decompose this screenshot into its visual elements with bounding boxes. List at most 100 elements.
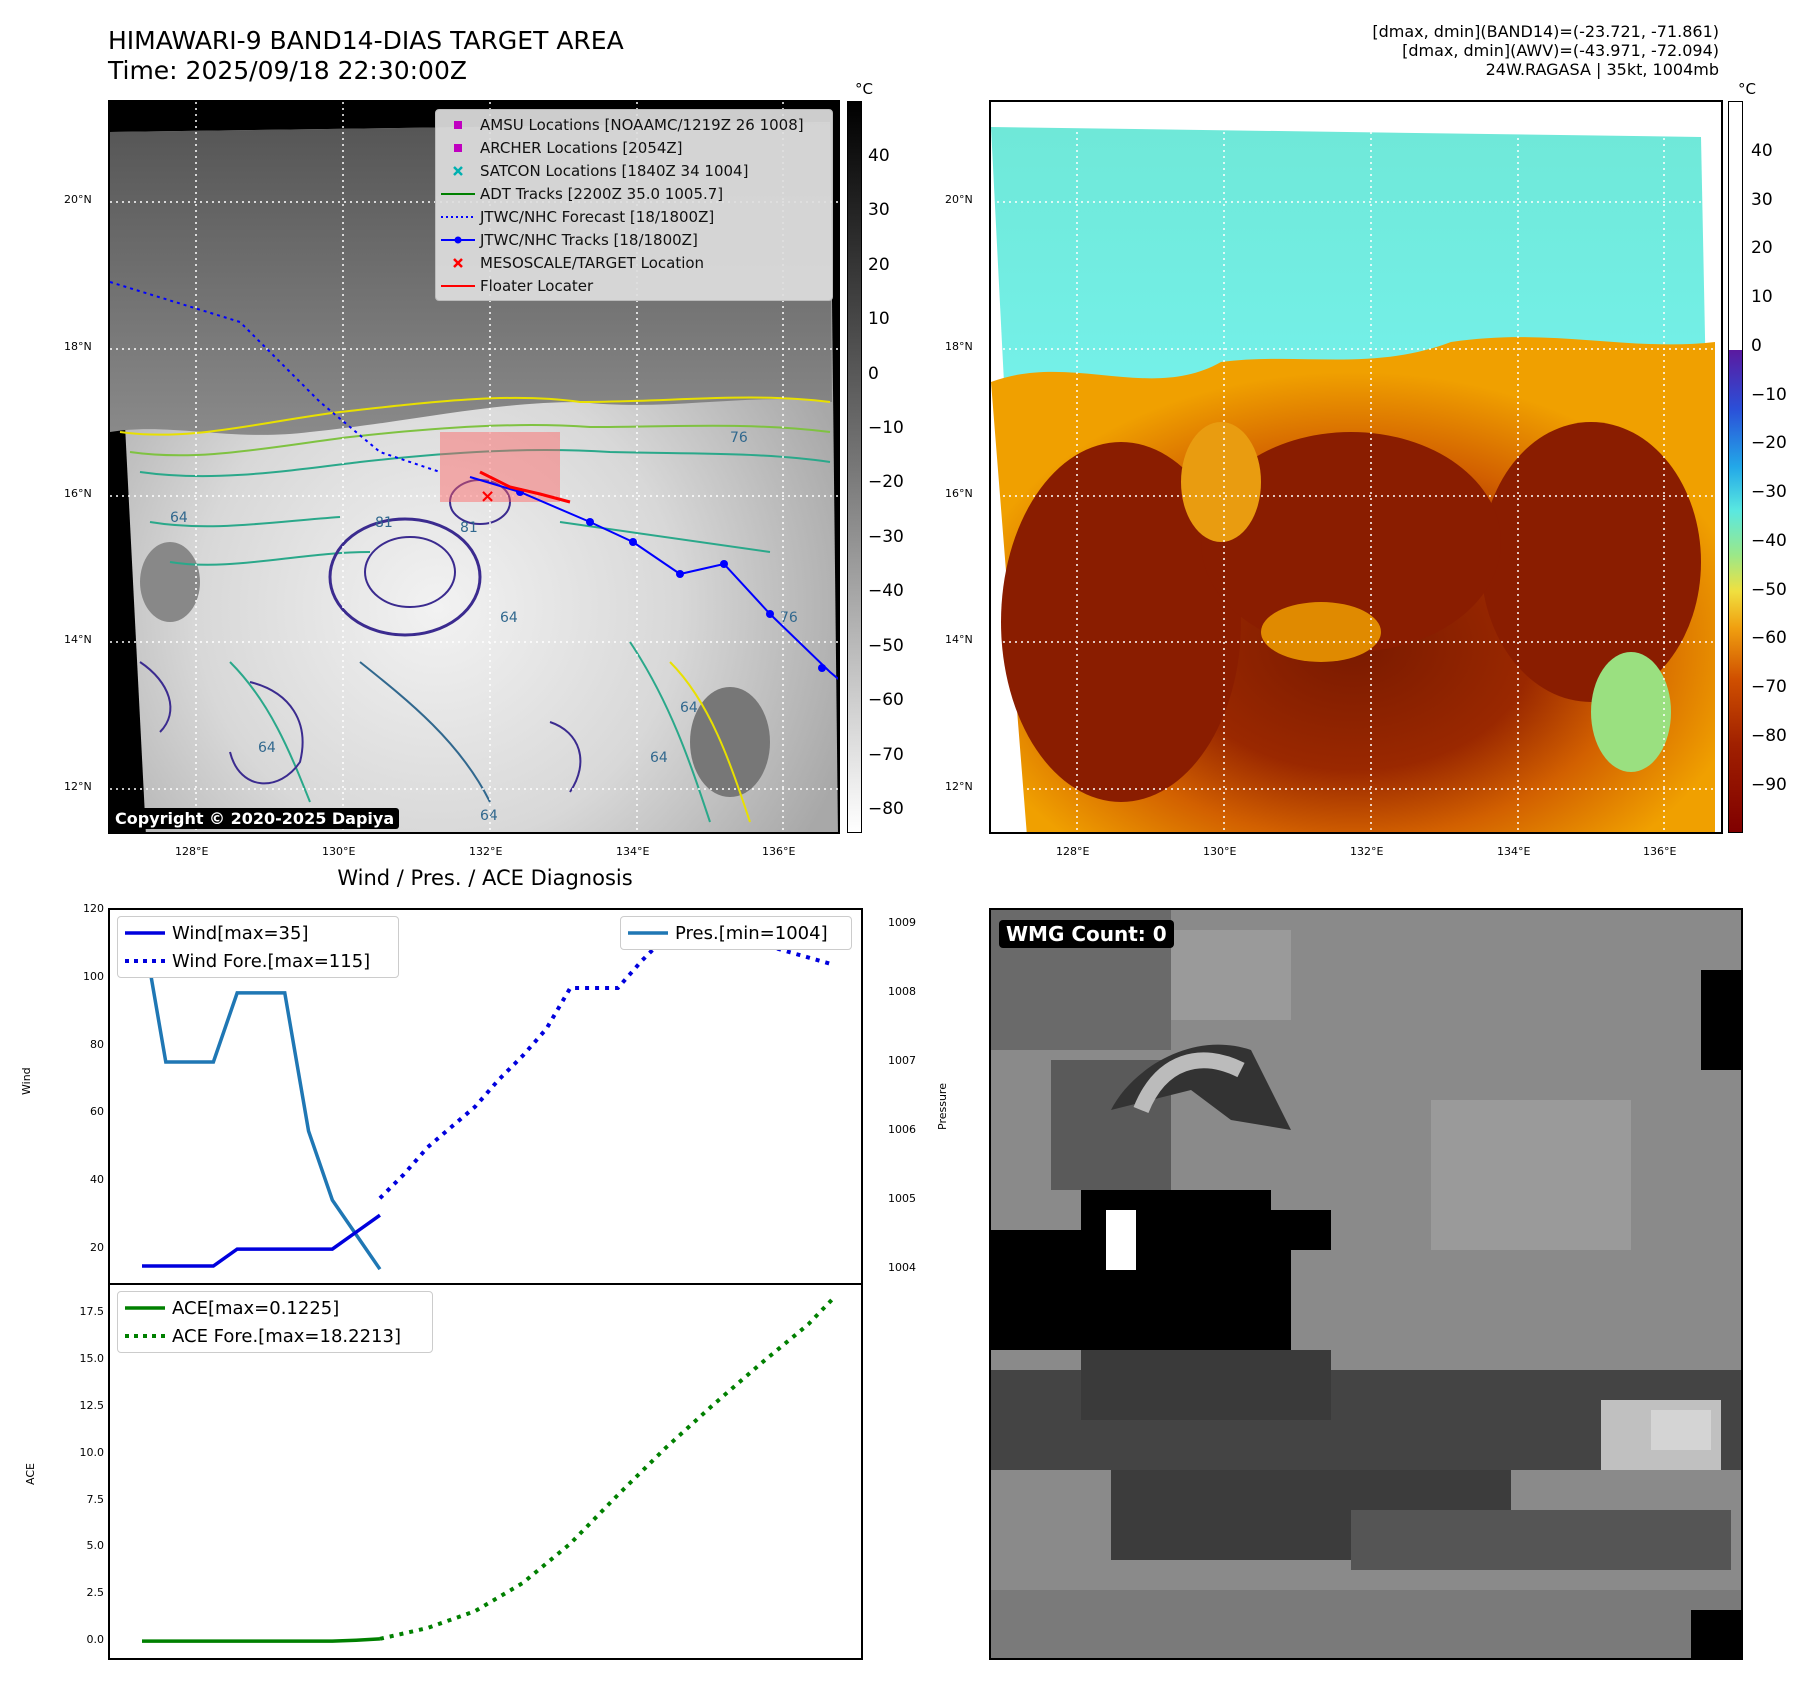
enhanced-ir-map-panel — [989, 100, 1723, 834]
ace-forecast-line — [379, 1298, 834, 1641]
lon-label: 134°E — [616, 845, 650, 858]
colorbar-tick: −60 — [1751, 628, 1787, 648]
colorbar-tick: 30 — [868, 200, 890, 220]
colorbar-tick: −60 — [868, 690, 904, 710]
colorbar-tick: −80 — [868, 799, 904, 819]
axis-tick-label: 0.0 — [86, 1633, 105, 1647]
contour-label: 64 — [170, 510, 188, 526]
contour-label: 64 — [258, 740, 276, 756]
contour-label: 81 — [460, 520, 478, 536]
wmg-count-badge: WMG Count: 0 — [999, 920, 1174, 948]
diagnosis-title: Wind / Pres. / ACE Diagnosis — [337, 866, 633, 890]
axis-tick-label: 7.5 — [86, 1492, 105, 1506]
axis-tick-label: 40 — [90, 1173, 104, 1187]
axis-tick-label: 120 — [83, 902, 104, 915]
page-title: HIMAWARI-9 BAND14-DIAS TARGET AREA Time:… — [108, 26, 624, 86]
axis-tick-label: 100 — [83, 969, 104, 983]
legend-item: JTWC/NHC Tracks [18/1800Z] — [436, 228, 832, 251]
title-line-2: Time: 2025/09/18 22:30:00Z — [108, 56, 467, 85]
lon-label: 130°E — [1203, 845, 1237, 858]
ace-line — [142, 1637, 381, 1643]
wind-axis-label: Wind — [20, 1067, 33, 1095]
colorbar-enhanced — [1728, 101, 1743, 833]
contour-label: 64 — [680, 700, 698, 716]
axis-tick-label: 1005 — [888, 1192, 916, 1206]
lon-label: 132°E — [1350, 845, 1384, 858]
axis-tick-label: 2.5 — [86, 1586, 105, 1600]
lon-label: 128°E — [1056, 845, 1090, 858]
lon-label: 134°E — [1497, 845, 1531, 858]
colorbar-tick: −80 — [1751, 726, 1787, 746]
axis-tick-label: 20 — [90, 1241, 104, 1255]
axis-tick-label: 1006 — [888, 1123, 916, 1137]
colorbar-tick: −10 — [868, 418, 904, 438]
legend-item: Wind Fore.[max=115] — [125, 950, 371, 972]
colorbar-tick: −70 — [1751, 677, 1787, 697]
colorbar-tick: −30 — [868, 527, 904, 547]
legend-item: ACE[max=0.1225] — [125, 1297, 340, 1319]
colorbar-tick: −90 — [1751, 775, 1787, 795]
contour-label: 76 — [730, 430, 748, 446]
axis-tick-label: 1009 — [888, 915, 916, 929]
legend-item: ARCHER Locations [2054Z] — [436, 136, 832, 159]
colorbar-grayscale — [847, 101, 862, 833]
colorbar-tick: 0 — [868, 364, 879, 384]
ace-plot — [142, 1298, 834, 1643]
colorbar-tick: 0 — [1751, 336, 1762, 356]
lon-label: 132°E — [469, 845, 503, 858]
pressure-legend: Pres.[min=1004] — [620, 916, 852, 950]
lon-label: 130°E — [322, 845, 356, 858]
wind-legend: Wind[max=35] Wind Fore.[max=115] — [117, 916, 399, 978]
legend-item: JTWC/NHC Forecast [18/1800Z] — [441, 207, 715, 226]
wind-pressure-plot — [140, 923, 833, 1271]
axis-tick-label: 5.0 — [86, 1539, 105, 1553]
legend-item: SATCON Locations [1840Z 34 1004] — [436, 159, 832, 182]
axis-tick-label: 1004 — [888, 1261, 916, 1275]
lat-label: 18°N — [64, 340, 92, 353]
wind-line — [142, 1213, 381, 1268]
pressure-axis-label: Pressure — [936, 1083, 949, 1130]
colorbar-tick: 10 — [868, 309, 890, 329]
axis-tick-label: 60 — [90, 1105, 104, 1119]
legend-item: Pres.[min=1004] — [628, 922, 828, 944]
colorbar-tick: 30 — [1751, 190, 1773, 210]
lon-label: 128°E — [175, 845, 209, 858]
axis-tick-label: 10.0 — [79, 1445, 105, 1459]
lat-label: 18°N — [945, 340, 973, 353]
legend-item: ADT Tracks [2200Z 35.0 1005.7] — [441, 184, 724, 203]
wmg-image — [991, 910, 1741, 1658]
ace-panel — [108, 1283, 863, 1660]
colorbar-tick: 20 — [868, 255, 890, 275]
target-marker: × — [480, 486, 495, 507]
contour-label: 64 — [500, 610, 518, 626]
lon-label: 136°E — [1643, 845, 1677, 858]
contour-label: 76 — [780, 610, 798, 626]
colorbar-tick: 20 — [1751, 238, 1773, 258]
lat-label: 20°N — [945, 193, 973, 206]
wind-forecast-line — [378, 924, 833, 1200]
lat-label: 16°N — [945, 487, 973, 500]
contour-label: 64 — [650, 750, 668, 766]
storm-info: [dmax, dmin](BAND14)=(-23.721, -71.861) … — [1372, 22, 1719, 79]
lat-label: 14°N — [64, 633, 92, 646]
pressure-line — [140, 923, 382, 1271]
contour-label: 64 — [480, 808, 498, 824]
ace-axis-label: ACE — [24, 1463, 37, 1485]
colorbar-unit: °C — [855, 80, 873, 98]
axis-tick-label: 12.5 — [79, 1398, 105, 1412]
lat-label: 12°N — [64, 780, 92, 793]
ace-legend: ACE[max=0.1225] ACE Fore.[max=18.2213] — [117, 1291, 433, 1353]
legend-item: AMSU Locations [NOAAMC/1219Z 26 1008] — [436, 113, 832, 136]
colorbar-tick: −20 — [1751, 433, 1787, 453]
info-line-3: 24W.RAGASA | 35kt, 1004mb — [1485, 60, 1719, 79]
lat-label: 16°N — [64, 487, 92, 500]
axis-tick-label: 80 — [90, 1037, 104, 1051]
legend-item: MESOSCALE/TARGET Location — [436, 251, 832, 274]
contour-label: 81 — [375, 515, 393, 531]
axis-tick-label: 1008 — [888, 984, 916, 998]
colorbar-tick: −40 — [1751, 531, 1787, 551]
colorbar-tick: −10 — [1751, 385, 1787, 405]
enhanced-ir-image — [991, 102, 1721, 832]
colorbar-tick: 40 — [1751, 141, 1773, 161]
colorbar-tick: −40 — [868, 581, 904, 601]
